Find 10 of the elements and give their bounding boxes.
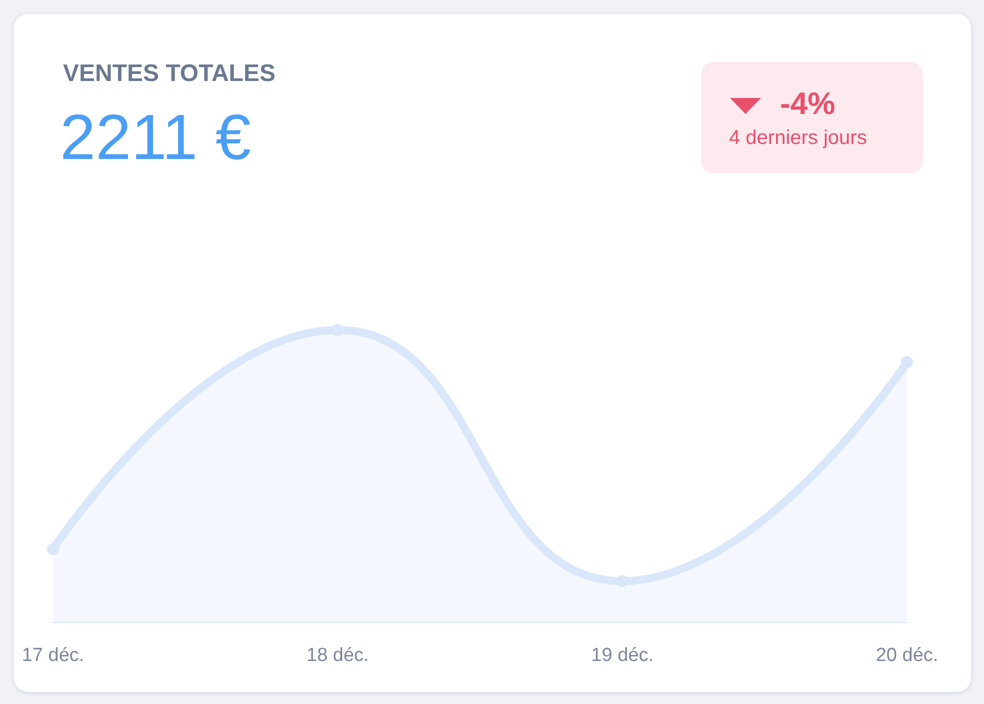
point <box>47 543 59 555</box>
text: -4% <box>780 86 836 122</box>
text: 4 derniers jours <box>729 127 867 150</box>
chart-title: VENTES TOTALES <box>63 60 276 88</box>
x-tick-label: 17 déc. <box>22 645 84 666</box>
x-tick-label: 20 déc. <box>876 645 938 666</box>
x-tick-label: 18 déc. <box>306 645 369 666</box>
point <box>901 356 913 368</box>
chart-subtitle: 2211 € <box>60 101 251 173</box>
x-tick-label: 19 déc. <box>591 645 654 666</box>
